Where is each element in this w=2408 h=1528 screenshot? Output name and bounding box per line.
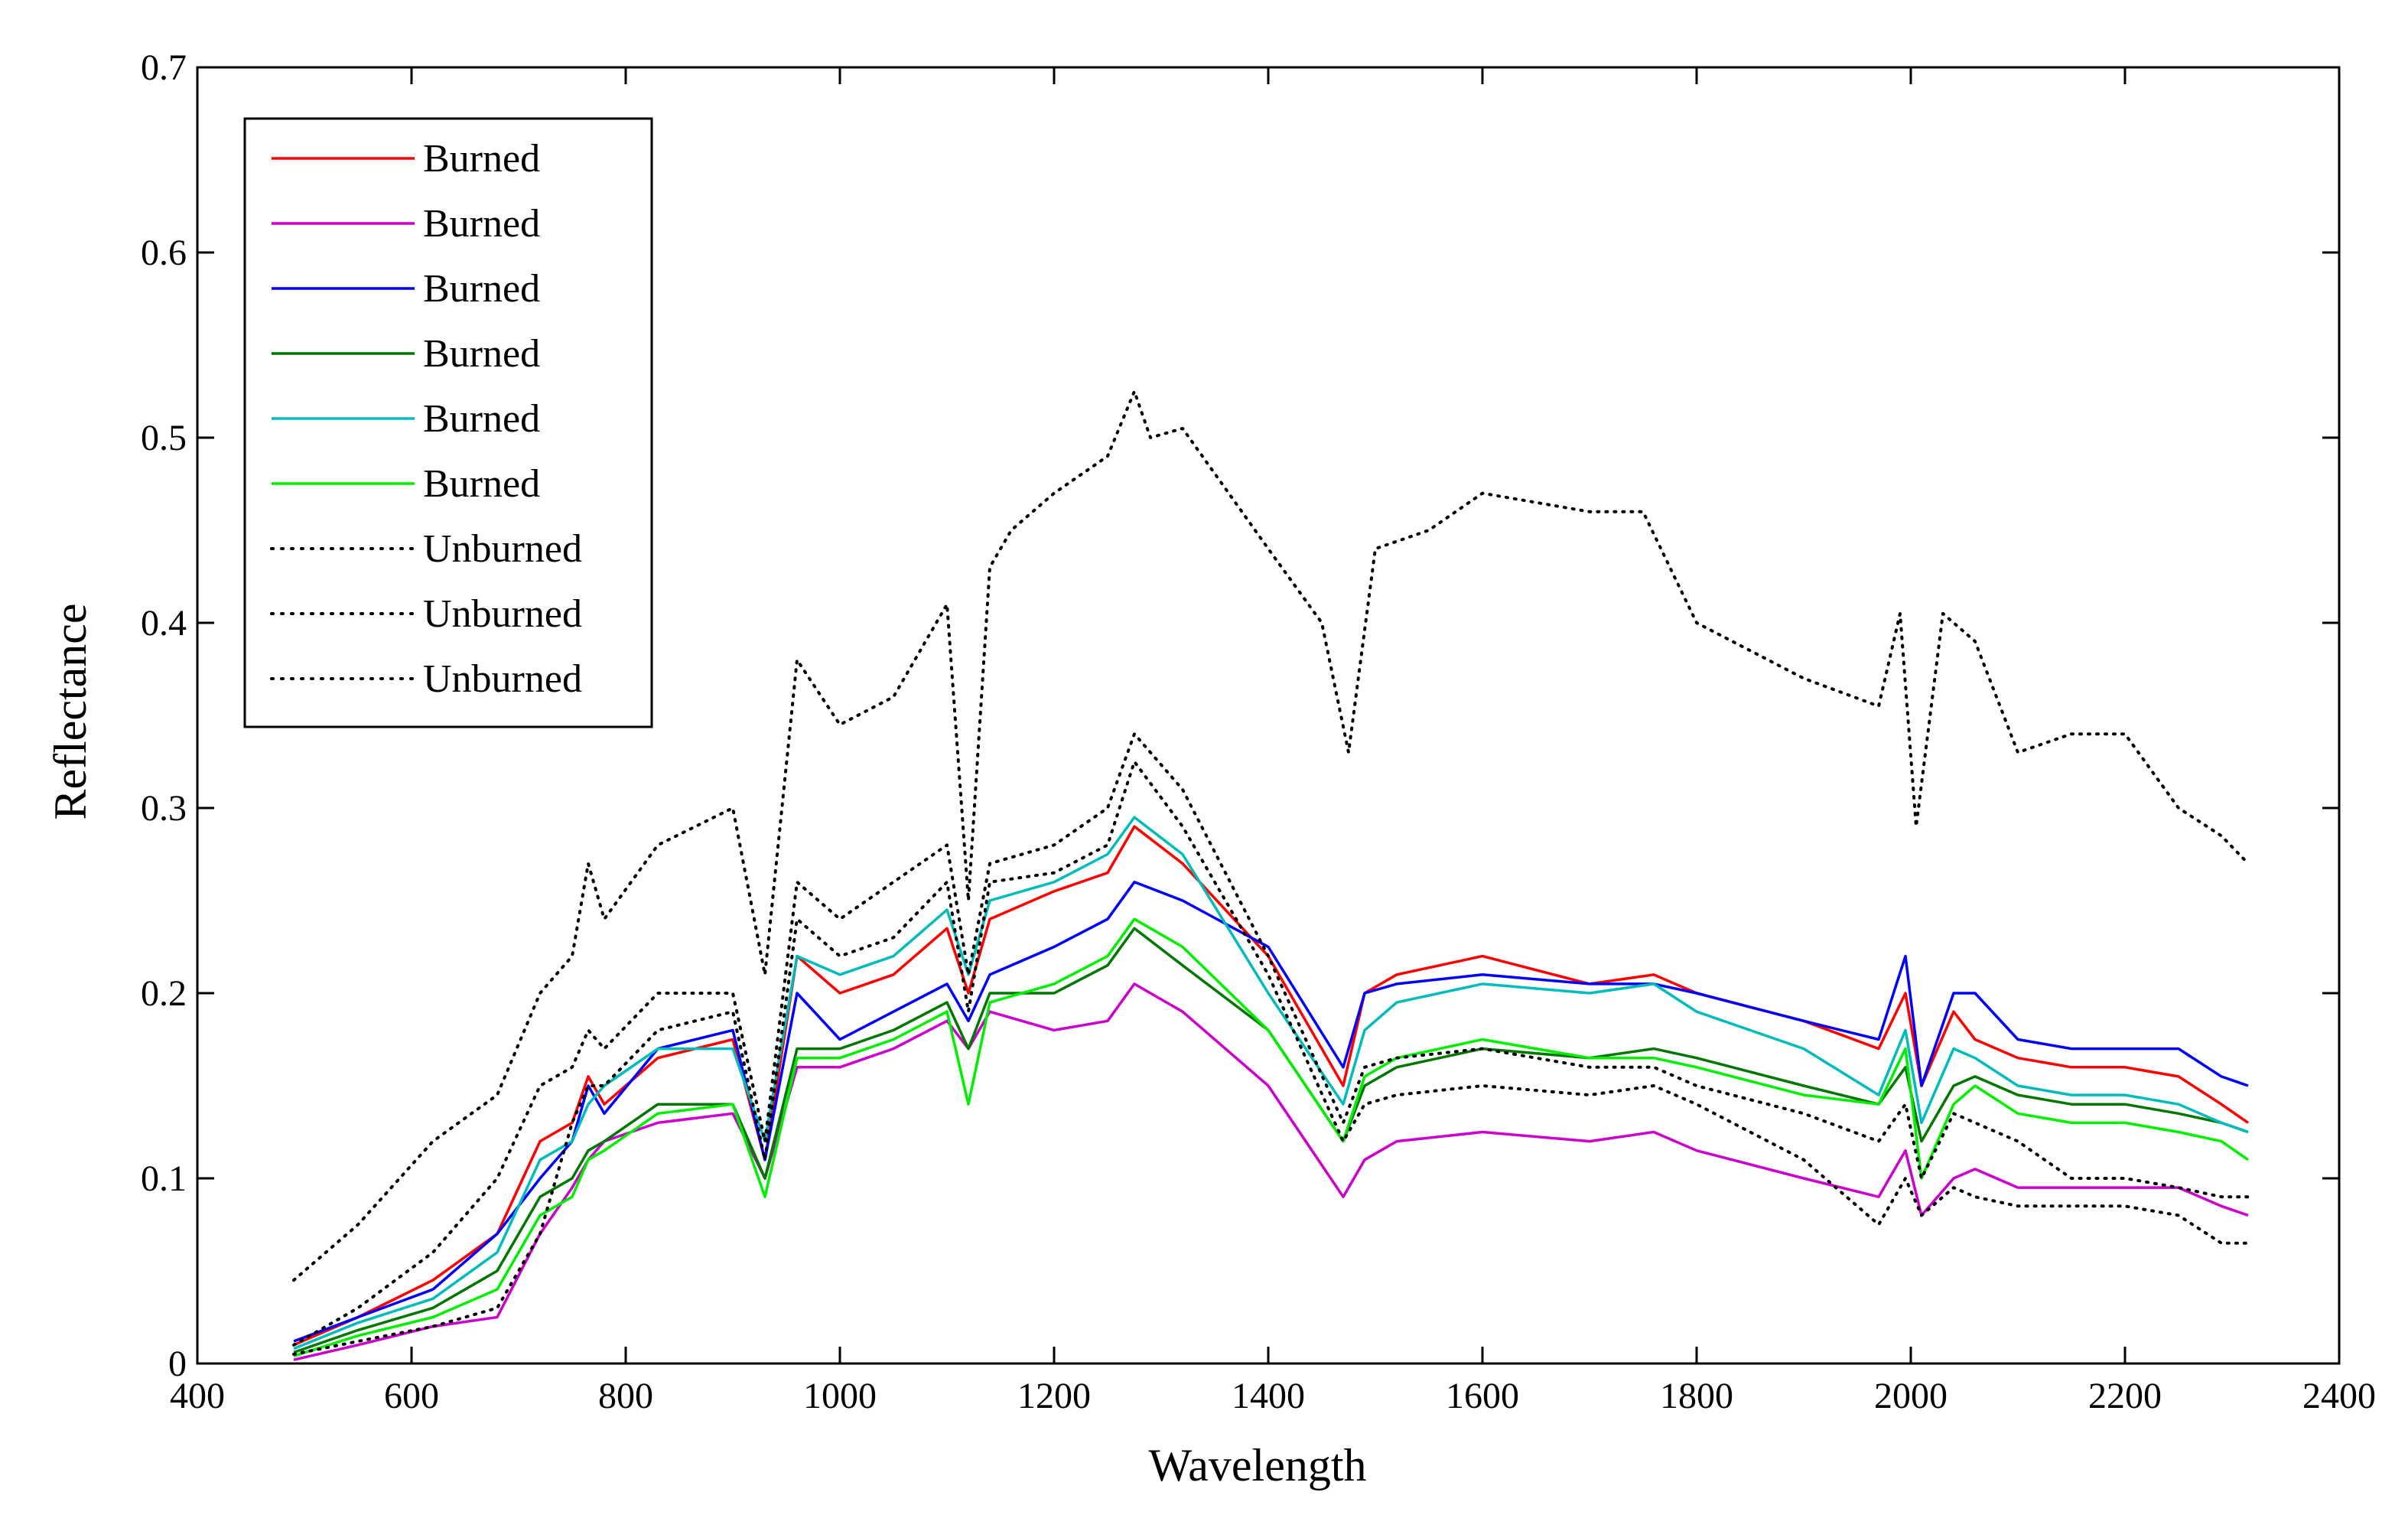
axes-layer: 400 600 800 1000 1200 1400 1600 1800 2000 2200 240… (141, 47, 2376, 1416)
series-line-5-burned (293, 816, 2249, 1350)
series-line-8-unburned (292, 732, 2250, 1347)
legend-box (243, 117, 653, 728)
series-line-4-burned (293, 927, 2249, 1354)
y-tick-label: 0.1 (141, 1158, 187, 1199)
series-line-2-burned (293, 982, 2249, 1361)
legend: Burned Burned Burned Burned Burned Burned Unbu… (243, 117, 653, 728)
legend-label-8: Unburned (423, 592, 582, 636)
x-tick-label: 1200 (1017, 1376, 1091, 1416)
x-tick-label: 2200 (2088, 1376, 2162, 1416)
legend-label-3: Burned (423, 267, 540, 311)
x-tick-label: 600 (384, 1376, 439, 1416)
series-line-3-burned (293, 881, 2249, 1343)
y-tick-label: 0.3 (141, 788, 187, 829)
series-line-9-unburned (292, 760, 2250, 1356)
x-tick-label: 1000 (803, 1376, 877, 1416)
y-axis-label: Reflectance (45, 603, 96, 819)
x-tick-label: 1600 (1446, 1376, 1519, 1416)
y-tick-label: 0.7 (141, 47, 187, 88)
x-tick-label: 400 (170, 1376, 225, 1416)
series-line-6-burned (293, 917, 2249, 1357)
legend-label-1: Burned (423, 137, 540, 181)
x-tick-label: 800 (598, 1376, 653, 1416)
y-tick-label: 0 (168, 1344, 187, 1384)
x-tick-label: 2400 (2302, 1376, 2376, 1416)
x-tick-label: 1400 (1232, 1376, 1305, 1416)
legend-label-9: Unburned (423, 657, 582, 701)
series-line-1-burned (293, 825, 2249, 1347)
legend-label-5: Burned (423, 397, 540, 441)
y-tick-label: 0.6 (141, 233, 187, 273)
x-axis-label: Wavelength (1148, 1440, 1366, 1491)
legend-label-7: Unburned (423, 527, 582, 571)
x-tick-label: 1800 (1660, 1376, 1733, 1416)
y-tick-label: 0.4 (141, 603, 187, 643)
series-line-7-unburned (292, 389, 2250, 1282)
y-tick-label: 0.2 (141, 973, 187, 1014)
series-layer (292, 389, 2250, 1361)
legend-label-6: Burned (423, 462, 540, 506)
y-tick-label: 0.5 (141, 418, 187, 458)
legend-label-2: Burned (423, 202, 540, 246)
x-tick-label: 2000 (1874, 1376, 1948, 1416)
legend-label-4: Burned (423, 332, 540, 376)
